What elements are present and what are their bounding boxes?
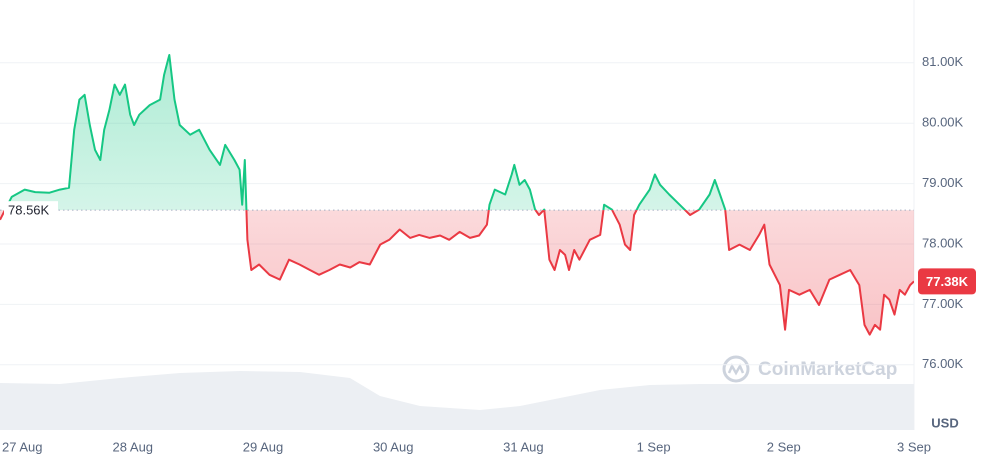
y-tick-label: 76.00K xyxy=(922,356,964,371)
x-tick-label: 29 Aug xyxy=(243,439,284,454)
x-tick-label: 30 Aug xyxy=(373,439,414,454)
y-tick-label: 78.00K xyxy=(922,235,964,250)
x-tick-label: 28 Aug xyxy=(113,439,154,454)
y-tick-label: 77.00K xyxy=(922,296,964,311)
x-tick-label: 3 Sep xyxy=(897,439,931,454)
currency-label: USD xyxy=(931,415,958,430)
y-tick-label: 81.00K xyxy=(922,54,964,69)
price-line-down xyxy=(0,210,914,336)
x-tick-label: 1 Sep xyxy=(637,439,671,454)
current-price-tag xyxy=(918,268,976,295)
y-tick-label: 80.00K xyxy=(922,115,964,130)
watermark-text: CoinMarketCap xyxy=(758,359,897,380)
current-price-label: 77.38K xyxy=(926,274,969,289)
x-tick-label: 31 Aug xyxy=(503,439,544,454)
baseline-label: 78.56K xyxy=(8,203,50,218)
volume-area xyxy=(0,371,914,430)
y-tick-label: 79.00K xyxy=(922,175,964,190)
watermark: CoinMarketCap xyxy=(722,355,897,383)
baseline-label-bg xyxy=(4,201,58,220)
price-line-up xyxy=(3,54,727,211)
area-up xyxy=(4,55,726,211)
x-tick-label: 27 Aug xyxy=(2,439,43,454)
x-tick-label: 2 Sep xyxy=(767,439,801,454)
area-down xyxy=(0,210,914,335)
